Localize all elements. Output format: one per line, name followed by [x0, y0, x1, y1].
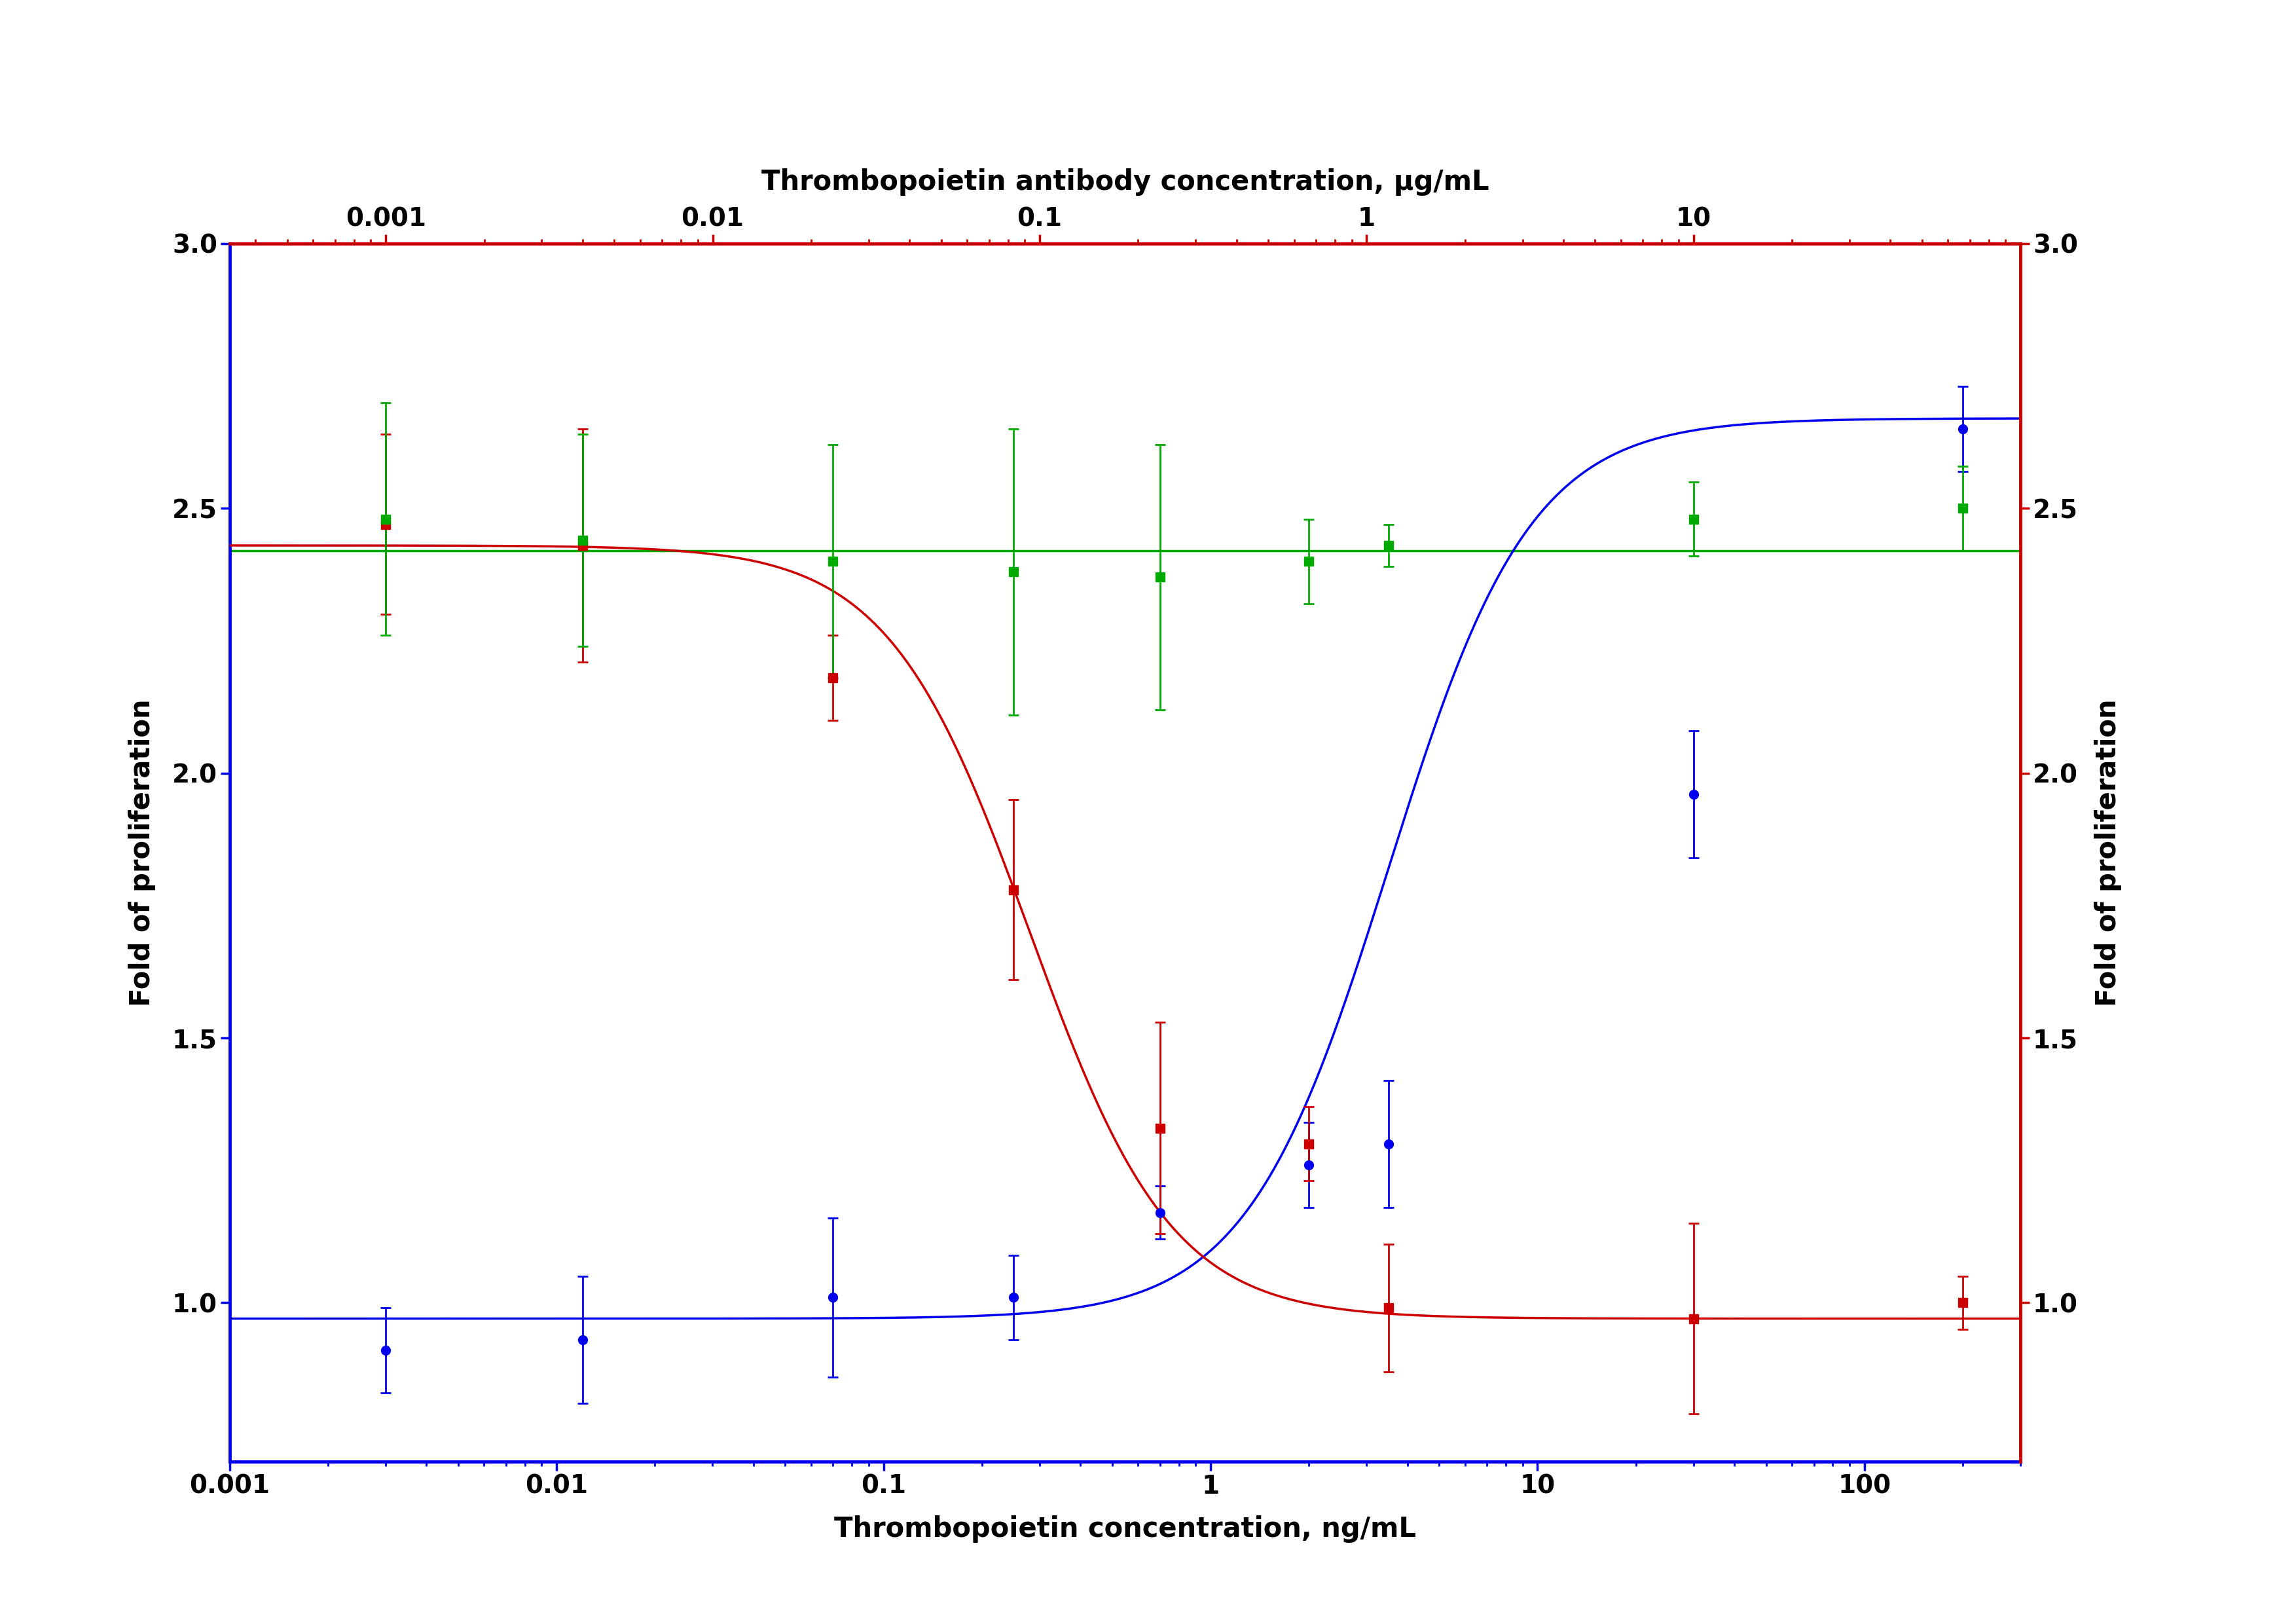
X-axis label: Thrombopoietin concentration, ng/mL: Thrombopoietin concentration, ng/mL	[833, 1515, 1417, 1543]
Y-axis label: Fold of proliferation: Fold of proliferation	[129, 698, 156, 1007]
Y-axis label: Fold of proliferation: Fold of proliferation	[2094, 698, 2122, 1007]
X-axis label: Thrombopoietin antibody concentration, μg/mL: Thrombopoietin antibody concentration, μ…	[762, 169, 1488, 197]
